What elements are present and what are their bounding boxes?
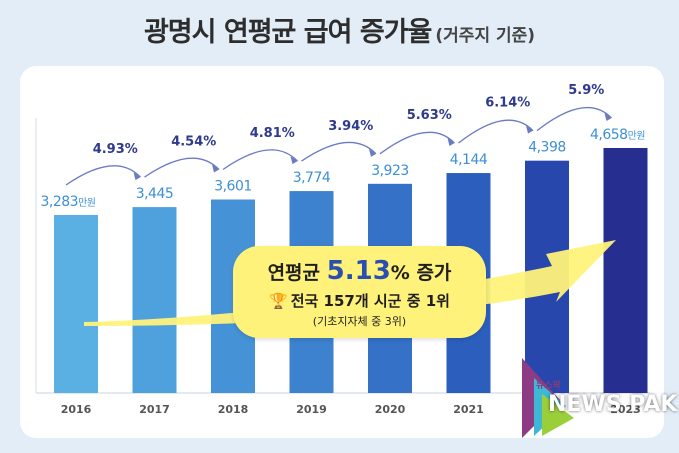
growth-arrowhead [526,125,533,134]
title-sub: (거주지 기준) [435,26,536,46]
bar-2016 [54,215,98,393]
growth-arrow [536,106,612,132]
value-label: 3,923 [371,163,409,179]
x-tick-label: 2020 [375,403,406,416]
chart-title: 광명시 연평균 급여 증가율 (거주지 기준) [0,10,679,49]
x-tick-label: 2017 [139,403,170,416]
callout-rate: 5.13 [326,256,391,286]
trophy-icon: 🏆 [269,292,288,310]
growth-arrowhead [133,172,141,181]
growth-arrowhead [369,148,376,157]
growth-rate-label: 5.9% [568,83,604,98]
title-main: 광명시 연평균 급여 증가율 [143,17,432,48]
bar-2023 [603,148,648,393]
growth-rate-label: 6.14% [485,96,530,111]
watermark-small-text: 뉴스팍 [536,381,561,391]
growth-rate-label: 3.94% [328,119,373,134]
x-tick-label: 2016 [61,403,92,416]
value-label: 3,445 [136,186,174,202]
callout-prefix: 연평균 [267,262,321,284]
callout-rank-text: 전국 157개 시군 중 1위 [290,292,450,310]
x-tick-label: 2023 [610,403,641,416]
summary-callout: 연평균 5.13% 증가 🏆 전국 157개 시군 중 1위 (기초지자체 중 3… [233,246,486,338]
growth-arrowhead [447,138,455,147]
growth-arrowhead [604,113,612,121]
bar-2017 [132,207,177,393]
growth-rate-label: 5.63% [407,108,452,123]
value-unit: 만원 [78,197,96,209]
value-label: 4,398 [528,140,566,156]
watermark-logo-icon [522,358,574,438]
value-label: 3,774 [293,170,331,186]
callout-rank: 🏆 전국 157개 시군 중 1위 [233,290,486,311]
callout-note: (기초지자체 중 3위) [312,315,407,328]
callout-headline: 연평균 5.13% 증가 [233,256,486,286]
growth-arrow [65,165,141,186]
value-label: 3,283만원 [41,194,96,210]
growth-arrow [301,141,377,162]
growth-rate-label: 4.54% [171,135,216,150]
growth-arrow [379,131,455,155]
value-unit: 만원 [628,130,646,142]
growth-rate-label: 4.93% [93,142,138,157]
x-tick-label: 2018 [218,403,249,416]
growth-arrow [222,149,298,171]
callout-suffix: % 증가 [390,262,452,284]
growth-arrowhead [212,164,219,173]
watermark-big-text: NEWS PAK [548,392,678,417]
growth-arrowhead [290,156,298,165]
value-label: 4,658만원 [590,127,645,143]
growth-arrow [144,157,220,178]
value-label: 3,601 [214,179,252,195]
x-tick-label: 2021 [453,403,484,416]
news-watermark: 뉴스팍 NEWS PAK [522,358,677,438]
x-tick-label: 2019 [296,403,327,416]
value-label: 4,144 [450,152,488,168]
growth-rate-label: 4.81% [250,126,295,141]
growth-arrow [458,119,534,144]
